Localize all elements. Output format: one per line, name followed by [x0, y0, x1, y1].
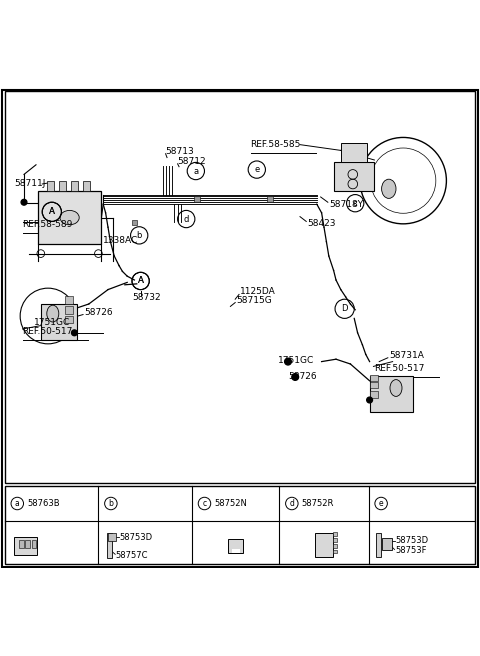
- Bar: [41, 304, 77, 340]
- Bar: [38, 191, 101, 244]
- Text: REF.50-517: REF.50-517: [23, 327, 73, 336]
- Text: 1338AC: 1338AC: [103, 236, 138, 245]
- Text: 58713: 58713: [166, 147, 194, 156]
- Text: c: c: [203, 499, 206, 508]
- Text: 58712: 58712: [178, 157, 206, 166]
- Text: 58731A: 58731A: [389, 351, 424, 360]
- Bar: [32, 540, 36, 548]
- Text: 58753D: 58753D: [395, 537, 428, 545]
- Text: e: e: [254, 165, 259, 174]
- Text: 58752N: 58752N: [214, 499, 247, 508]
- Bar: [108, 533, 116, 541]
- Text: a: a: [15, 499, 20, 508]
- Bar: [194, 197, 200, 202]
- Text: 58718Y: 58718Y: [329, 200, 363, 209]
- Bar: [341, 143, 367, 163]
- Text: D: D: [341, 304, 348, 314]
- Bar: [315, 533, 333, 557]
- Ellipse shape: [382, 179, 396, 198]
- Text: A: A: [138, 276, 144, 285]
- Text: 58423: 58423: [307, 219, 336, 228]
- Text: 58726: 58726: [84, 308, 113, 317]
- Text: 58753F: 58753F: [395, 546, 427, 555]
- Circle shape: [367, 397, 372, 403]
- Text: a: a: [193, 167, 198, 176]
- Bar: [333, 550, 337, 554]
- Bar: [83, 180, 90, 191]
- Bar: [376, 533, 381, 557]
- Bar: [25, 540, 30, 548]
- Bar: [334, 163, 374, 191]
- Bar: [14, 537, 37, 555]
- Text: 58763B: 58763B: [27, 499, 60, 508]
- Text: REF.50-517: REF.50-517: [374, 364, 425, 373]
- Bar: [333, 544, 337, 548]
- Text: d: d: [183, 215, 189, 224]
- Text: b: b: [108, 499, 113, 508]
- Text: 1125DA: 1125DA: [240, 287, 276, 297]
- Text: c: c: [353, 199, 358, 208]
- Bar: [65, 316, 73, 323]
- Bar: [47, 180, 54, 191]
- Bar: [71, 180, 78, 191]
- Text: e: e: [379, 499, 384, 508]
- Text: A: A: [49, 207, 55, 216]
- Bar: [59, 180, 66, 191]
- Bar: [232, 548, 240, 554]
- Circle shape: [292, 374, 299, 380]
- Circle shape: [21, 199, 27, 205]
- Bar: [333, 538, 337, 542]
- Text: A: A: [138, 276, 144, 285]
- Text: 58752R: 58752R: [301, 499, 334, 508]
- Bar: [370, 376, 413, 412]
- Circle shape: [285, 358, 291, 365]
- Text: 58726: 58726: [288, 373, 317, 381]
- Bar: [370, 382, 378, 388]
- Bar: [370, 375, 378, 380]
- Text: 58711J: 58711J: [14, 180, 46, 188]
- Text: 58757C: 58757C: [116, 551, 148, 560]
- Ellipse shape: [60, 211, 79, 225]
- Bar: [333, 532, 337, 536]
- Text: d: d: [289, 499, 294, 508]
- Bar: [65, 306, 73, 314]
- Bar: [228, 539, 243, 554]
- Text: REF.58-585: REF.58-585: [251, 140, 301, 149]
- Bar: [132, 220, 137, 225]
- Bar: [267, 197, 273, 202]
- Ellipse shape: [47, 305, 59, 322]
- Bar: [370, 392, 378, 398]
- Bar: [107, 533, 112, 558]
- Text: 58715G: 58715G: [236, 296, 272, 305]
- Text: 58753D: 58753D: [119, 533, 152, 543]
- Ellipse shape: [390, 380, 402, 396]
- Bar: [19, 540, 24, 548]
- Bar: [5, 486, 475, 564]
- Bar: [5, 91, 475, 483]
- Bar: [382, 538, 392, 550]
- Bar: [65, 297, 73, 304]
- Text: 1751GC: 1751GC: [34, 318, 70, 327]
- Text: 58732: 58732: [132, 293, 161, 302]
- Text: REF.58-589: REF.58-589: [23, 220, 73, 229]
- Text: A: A: [49, 207, 55, 216]
- Circle shape: [72, 330, 77, 336]
- Text: 1751GC: 1751GC: [278, 356, 315, 365]
- Text: b: b: [136, 231, 142, 240]
